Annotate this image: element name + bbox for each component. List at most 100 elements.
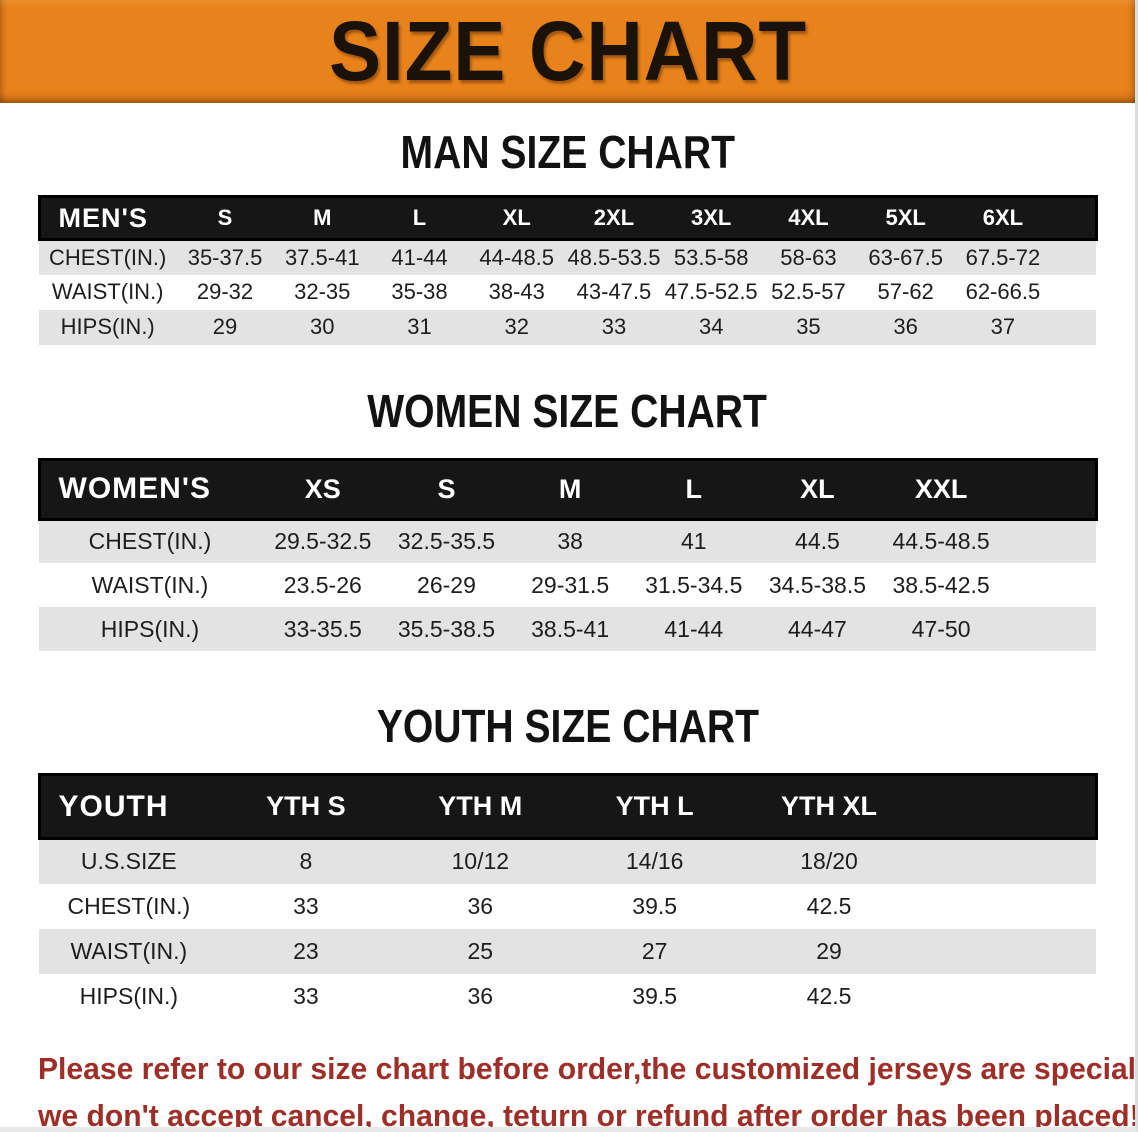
- table-cell: 35.5-38.5: [397, 615, 496, 642]
- header-filler: [1002, 457, 1098, 521]
- table-cell: 18/20: [800, 848, 858, 875]
- size-column-header: YTH L: [567, 773, 742, 840]
- table-row: HIPS(IN.) 33 36 39.5 42.5: [39, 973, 1096, 1019]
- table-cell: 38: [557, 528, 583, 555]
- row-label: CHEST(IN.): [67, 892, 191, 919]
- row-label: WAIST(IN.): [51, 279, 164, 304]
- row-label: WAIST(IN.): [70, 937, 188, 964]
- table-cell: 47.5-52.5: [664, 279, 758, 304]
- size-column-header: XS: [260, 457, 385, 521]
- table-cell: 63-67.5: [868, 244, 943, 270]
- youth-section-heading-text: YOUTH SIZE CHART: [376, 700, 759, 752]
- row-filler: [916, 839, 1096, 884]
- table-cell: 39.5: [632, 982, 678, 1009]
- table-cell: 23: [293, 937, 319, 964]
- row-filler: [916, 884, 1096, 929]
- table-cell: 29.5-32.5: [274, 528, 372, 555]
- row-label: CHEST(IN.): [88, 528, 212, 555]
- table-cell: 33: [601, 314, 627, 339]
- table-cell: 36: [893, 314, 918, 339]
- table-cell: 37.5-41: [284, 244, 360, 270]
- table-cell: 8: [299, 848, 313, 875]
- table-cell: 35-38: [391, 279, 448, 304]
- table-cell: 29-32: [196, 279, 254, 304]
- table-cell: 33: [293, 892, 319, 919]
- size-column-header: 2XL: [565, 195, 663, 241]
- table-cell: 62-66.5: [965, 279, 1041, 304]
- women-section-heading: WOMEN SIZE CHART: [0, 388, 1135, 434]
- table-cell: 53.5-58: [673, 244, 749, 270]
- size-column-header: S: [384, 457, 509, 521]
- row-filler: [1052, 310, 1096, 345]
- table-cell: 32: [504, 314, 529, 339]
- table-cell: 27: [641, 937, 668, 964]
- row-filler: [916, 929, 1096, 974]
- size-column-header: 5XL: [857, 195, 955, 241]
- table-cell: 44.5: [795, 528, 840, 555]
- table-cell: 36: [467, 982, 494, 1009]
- table-cell: 57-62: [877, 279, 934, 304]
- size-column-header: XXL: [879, 457, 1003, 521]
- table-row: WAIST(IN.) 23 25 27 29: [39, 928, 1096, 974]
- table-cell: 38.5-41: [531, 615, 610, 642]
- table-header-row: MEN'S S M L XL 2XL 3XL 4XL 5XL 6XL: [37, 195, 1098, 241]
- table-cell: 58-63: [780, 244, 837, 270]
- row-label: WAIST(IN.): [91, 571, 209, 598]
- table-cell: 47-50: [911, 615, 971, 642]
- size-column-header: 6XL: [954, 195, 1052, 241]
- disclaimer: Please refer to our size chart before or…: [0, 1045, 1135, 1128]
- table-row: HIPS(IN.) 33-35.5 35.5-38.5 38.5-41 41-44 44-…: [39, 607, 1096, 651]
- table-cell: 23.5-26: [283, 571, 362, 598]
- men-section-heading: MAN SIZE CHART: [0, 129, 1135, 175]
- table-cell: 43-47.5: [576, 279, 652, 304]
- women-section-heading-text: WOMEN SIZE CHART: [367, 384, 768, 437]
- size-column-header: L: [631, 457, 756, 521]
- size-column-header: YTH XL: [741, 773, 917, 840]
- table-corner-label: YOUTH: [37, 773, 219, 840]
- size-column-header: XL: [468, 195, 566, 241]
- table-cell: 41: [680, 528, 707, 555]
- table-cell: 41-44: [391, 244, 448, 270]
- table-cell: 38-43: [488, 279, 545, 304]
- table-cell: 31.5-34.5: [645, 571, 743, 598]
- banner-title: SIZE CHART: [328, 4, 807, 98]
- table-corner-label: MEN'S: [37, 195, 177, 241]
- table-cell: 26-29: [417, 571, 476, 598]
- table-cell: 36: [467, 892, 494, 919]
- men-size-table-container: MEN'S S M L XL 2XL 3XL 4XL 5XL 6XL CHEST(IN.) 35-37…: [37, 195, 1098, 345]
- row-label: HIPS(IN.): [60, 314, 155, 339]
- table-header-row: WOMEN'S XS S M L XL XXL: [37, 457, 1098, 521]
- table-cell: 29: [212, 314, 238, 339]
- size-column-header: M: [508, 457, 632, 521]
- table-cell: 39.5: [632, 892, 678, 919]
- table-cell: 52.5-57: [771, 279, 846, 304]
- men-size-table: MEN'S S M L XL 2XL 3XL 4XL 5XL 6XL CHEST(IN.) 35-37…: [37, 195, 1098, 345]
- table-cell: 32-35: [294, 279, 351, 304]
- size-column-header: YTH M: [393, 773, 568, 840]
- youth-section-heading: YOUTH SIZE CHART: [0, 703, 1135, 749]
- row-filler: [1003, 563, 1096, 607]
- table-cell: 44-47: [788, 615, 847, 642]
- table-cell: 25: [467, 937, 494, 964]
- row-label: U.S.SIZE: [80, 848, 177, 875]
- women-size-table: WOMEN'S XS S M L XL XXL CHEST(IN.) 29.5-32.5 32.5…: [37, 457, 1098, 651]
- youth-size-table: YOUTH YTH S YTH M YTH L YTH XL U.S.SIZE 8 10/12…: [37, 773, 1098, 1019]
- banner: SIZE CHART: [0, 0, 1135, 103]
- table-row: HIPS(IN.) 29 30 31 32 33 34 35 36 37: [39, 309, 1096, 345]
- women-size-table-container: WOMEN'S XS S M L XL XXL CHEST(IN.) 29.5-32.5 32.5…: [37, 457, 1098, 651]
- table-cell: 42.5: [806, 892, 852, 919]
- table-cell: 32.5-35.5: [397, 528, 496, 555]
- row-filler: [1003, 519, 1096, 563]
- size-column-header: M: [273, 195, 371, 241]
- row-filler: [916, 974, 1096, 1019]
- table-row: CHEST(IN.) 35-37.5 37.5-41 41-44 44-48.5 48.5…: [39, 239, 1096, 275]
- table-cell: 30: [310, 314, 335, 339]
- table-cell: 38.5-42.5: [892, 571, 990, 598]
- size-column-header: S: [176, 195, 274, 241]
- table-cell: 33-35.5: [283, 615, 362, 642]
- table-cell: 34.5-38.5: [768, 571, 867, 598]
- table-cell: 33: [293, 982, 319, 1009]
- size-column-header: L: [370, 195, 469, 241]
- table-corner-label: WOMEN'S: [37, 457, 261, 521]
